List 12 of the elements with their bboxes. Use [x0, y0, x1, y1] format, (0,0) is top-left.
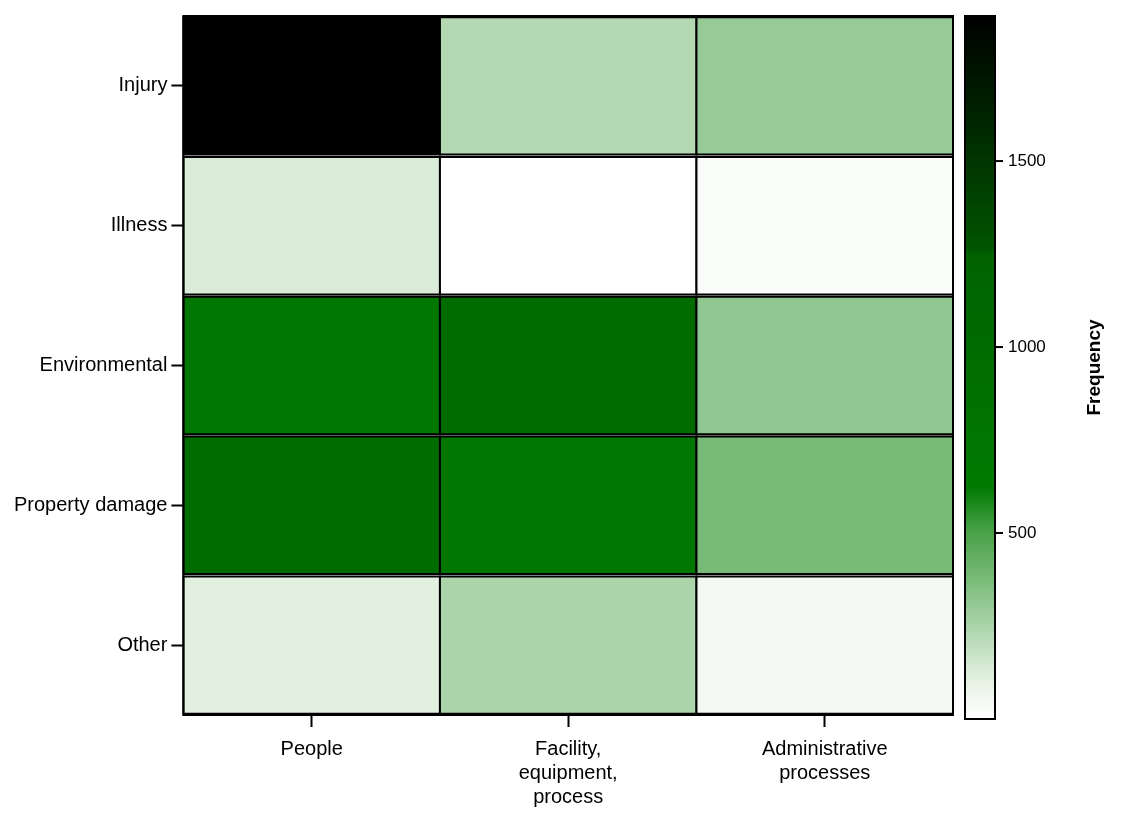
x-tick-label: Facility, equipment, process	[518, 736, 618, 807]
y-tick-label: Environmental	[39, 353, 168, 376]
y-tick-label: Property damage	[14, 492, 168, 515]
color-bar-title: Frequency	[1083, 319, 1105, 416]
x-tick-label: Administrative processes	[761, 736, 888, 783]
color-bar-label: 1000	[1008, 336, 1046, 356]
x-tick-label: People	[280, 736, 343, 759]
y-tick-label: Injury	[118, 73, 168, 96]
y-tick-label: Other	[117, 632, 168, 655]
color-bar-label: 500	[1008, 522, 1037, 542]
y-tick-label: Illness	[110, 213, 168, 236]
color-bar-label: 1500	[1008, 150, 1046, 170]
